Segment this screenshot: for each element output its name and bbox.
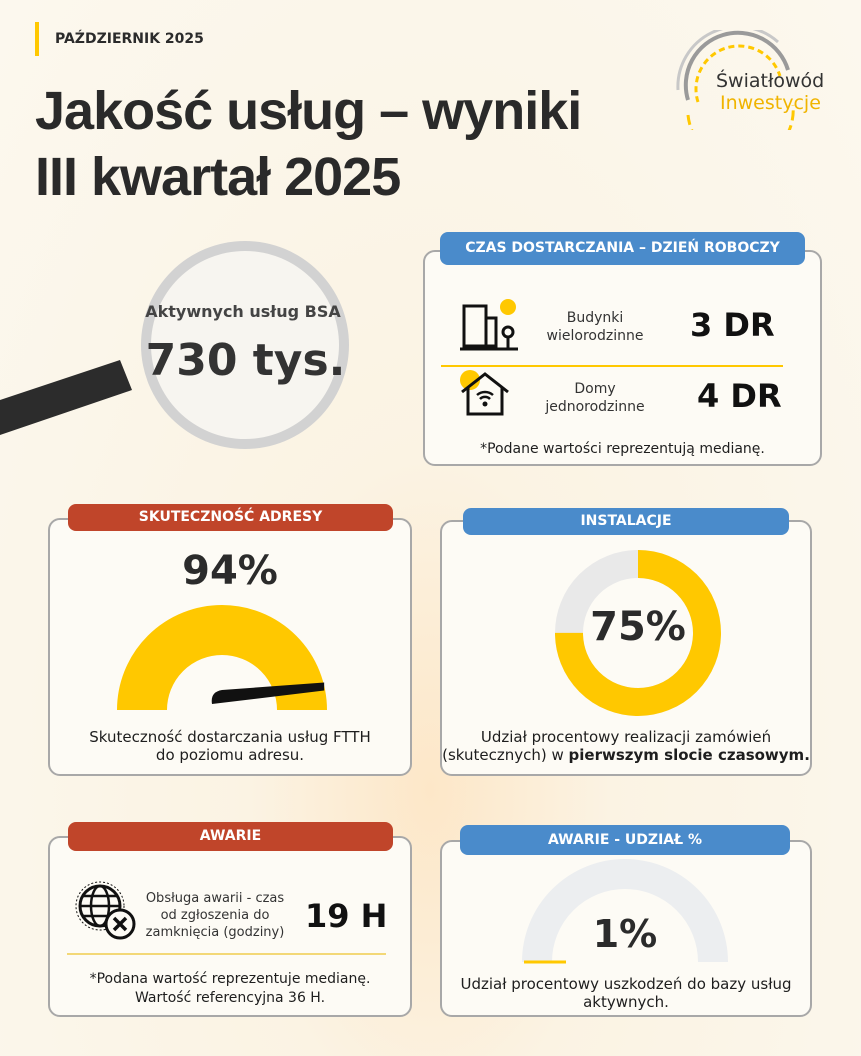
magnifier-icon <box>0 241 349 449</box>
page-title: Jakość usług – wyniki III kwartał 2025 <box>35 78 582 210</box>
logo-text-2: Inwestycje <box>720 92 821 114</box>
bsa-label: Aktywnych usług BSA <box>145 302 341 321</box>
install-value: 75% <box>590 604 686 650</box>
gauge-track <box>522 859 728 963</box>
delivery-header: CZAS DOSTARCZANIA – DZIEŃ ROBOCZY <box>440 232 805 265</box>
failures-value: 19 H <box>305 897 388 935</box>
bsa-value: 730 tys. <box>145 335 346 386</box>
failures-label: Obsługa awarii - czas od zgłoszenia do zam… <box>145 891 285 940</box>
failure-share-description: Udział procentowy uszkodzeń do bazy usłu… <box>460 975 792 1011</box>
delivery-card <box>423 250 822 466</box>
failures-note: *Podana wartość reprezentuje medianę. War… <box>89 971 371 1006</box>
address-gauge <box>117 605 327 711</box>
divider <box>67 953 386 955</box>
failure-share-gauge <box>522 859 728 964</box>
donut-fill-arc <box>555 550 721 716</box>
address-header: SKUTECZNOŚĆ ADRESY <box>68 504 393 531</box>
logo: Światłowód Inwestycje <box>668 25 824 165</box>
magnifier: Aktywnych usług BSA 730 tys. <box>0 230 360 460</box>
address-description: Skuteczność dostarczania usług FTTH do po… <box>89 728 371 764</box>
divider <box>441 365 783 367</box>
month-label: PAŹDZIERNIK 2025 <box>35 22 204 56</box>
globe-error-icon <box>75 881 136 940</box>
apartment-building-icon <box>460 299 518 351</box>
gauge-needle <box>211 682 325 704</box>
address-value: 94% <box>182 548 278 594</box>
delivery-note: *Podane wartości reprezentują medianę. <box>480 441 765 457</box>
failures-header: AWARIE <box>68 822 393 851</box>
house-wifi-icon <box>460 370 509 416</box>
install-donut <box>555 550 721 716</box>
delivery-row-2-value: 4 DR <box>697 377 782 415</box>
failure-share-header: AWARIE - UDZIAŁ % <box>460 825 790 855</box>
failure-share-value: 1% <box>592 912 658 956</box>
logo-text-1: Światłowód <box>716 70 825 92</box>
gauge-fill-arc <box>117 605 327 711</box>
title-line-1: Jakość usług – wyniki <box>35 81 582 141</box>
delivery-row-2-label: Domy jednorodzinne <box>545 381 645 415</box>
install-header: INSTALACJE <box>463 508 789 535</box>
delivery-row-1-value: 3 DR <box>690 306 775 344</box>
title-line-2: III kwartał 2025 <box>35 147 401 207</box>
install-description: Udział procentowy realizacji zamówień (sk… <box>442 728 810 764</box>
delivery-row-1-label: Budynki wielorodzinne <box>546 310 644 344</box>
